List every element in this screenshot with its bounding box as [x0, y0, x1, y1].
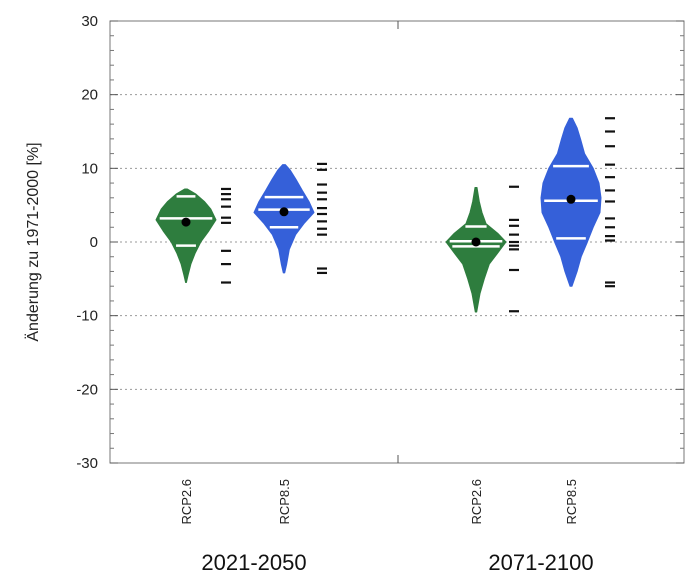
y-tick-label: 20 [81, 87, 98, 104]
scenario-label: RCP8.5 [277, 479, 292, 525]
y-axis-title: Änderung zu 1971-2000 [%] [24, 142, 42, 341]
grid-lines [110, 94, 684, 390]
y-tick-label: 0 [90, 234, 98, 251]
category-labels: RCP2.6 RCP8.5 RCP2.6 RCP8.5 2021-2050 2071-21… [179, 479, 594, 575]
y-tick-label: -20 [76, 381, 98, 398]
period-label: 2021-2050 [201, 550, 306, 575]
violin-2021-2050-RCP8.5 [253, 164, 315, 274]
violin-mean-dot [181, 217, 191, 227]
y-tick-label: 10 [81, 160, 98, 177]
y-tick-label: -10 [76, 308, 98, 325]
scenario-label: RCP2.6 [179, 479, 194, 525]
y-tick-label: -30 [76, 455, 98, 472]
y-axis: 30 20 10 0 -10 -20 -30 [76, 13, 684, 472]
y-tick-label: 30 [81, 13, 98, 30]
violin-2021-2050-RCP2.6 [155, 188, 217, 283]
violin-mean-dot [279, 207, 289, 217]
period-label: 2071-2100 [488, 550, 593, 575]
scenario-label: RCP2.6 [469, 479, 484, 525]
violin-2071-2100-RCP2.6 [445, 187, 507, 313]
violin-mean-dot [471, 237, 481, 247]
scenario-label: RCP8.5 [564, 479, 579, 525]
violin-mean-dot [566, 194, 576, 204]
violins [155, 117, 615, 313]
